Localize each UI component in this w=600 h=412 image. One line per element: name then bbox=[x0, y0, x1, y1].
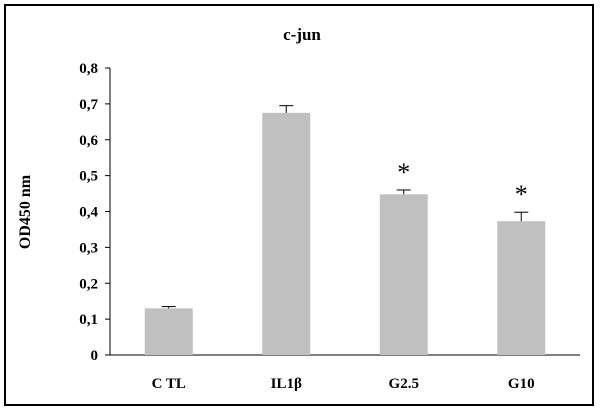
y-tick-label: 0 bbox=[91, 348, 99, 364]
y-tick-label: 0,1 bbox=[79, 312, 98, 328]
chart-title: c-jun bbox=[283, 25, 321, 44]
bar bbox=[497, 221, 546, 355]
y-tick-label: 0,4 bbox=[79, 205, 98, 221]
y-axis-label: OD450 nm bbox=[17, 174, 34, 249]
significance-marker: * bbox=[397, 158, 410, 187]
y-tick-label: 0,7 bbox=[79, 97, 98, 113]
y-tick-label: 0,6 bbox=[79, 133, 98, 149]
x-tick-label: G10 bbox=[508, 376, 535, 392]
significance-marker: * bbox=[515, 180, 528, 209]
y-tick-label: 0,3 bbox=[79, 240, 98, 256]
x-tick-label: IL1β bbox=[271, 376, 302, 392]
bar bbox=[144, 308, 193, 355]
bar bbox=[262, 112, 311, 355]
bar bbox=[379, 194, 428, 355]
y-tick-label: 0,8 bbox=[79, 61, 98, 77]
y-tick-label: 0,5 bbox=[79, 169, 98, 185]
y-tick-label: 0,2 bbox=[79, 276, 98, 292]
x-tick-label: C TL bbox=[152, 376, 186, 392]
x-tick-label: G2.5 bbox=[389, 376, 419, 392]
